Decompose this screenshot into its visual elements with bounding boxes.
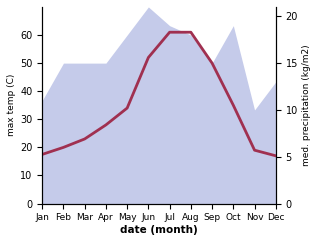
- Y-axis label: max temp (C): max temp (C): [7, 74, 16, 136]
- X-axis label: date (month): date (month): [120, 225, 198, 235]
- Y-axis label: med. precipitation (kg/m2): med. precipitation (kg/m2): [302, 45, 311, 166]
